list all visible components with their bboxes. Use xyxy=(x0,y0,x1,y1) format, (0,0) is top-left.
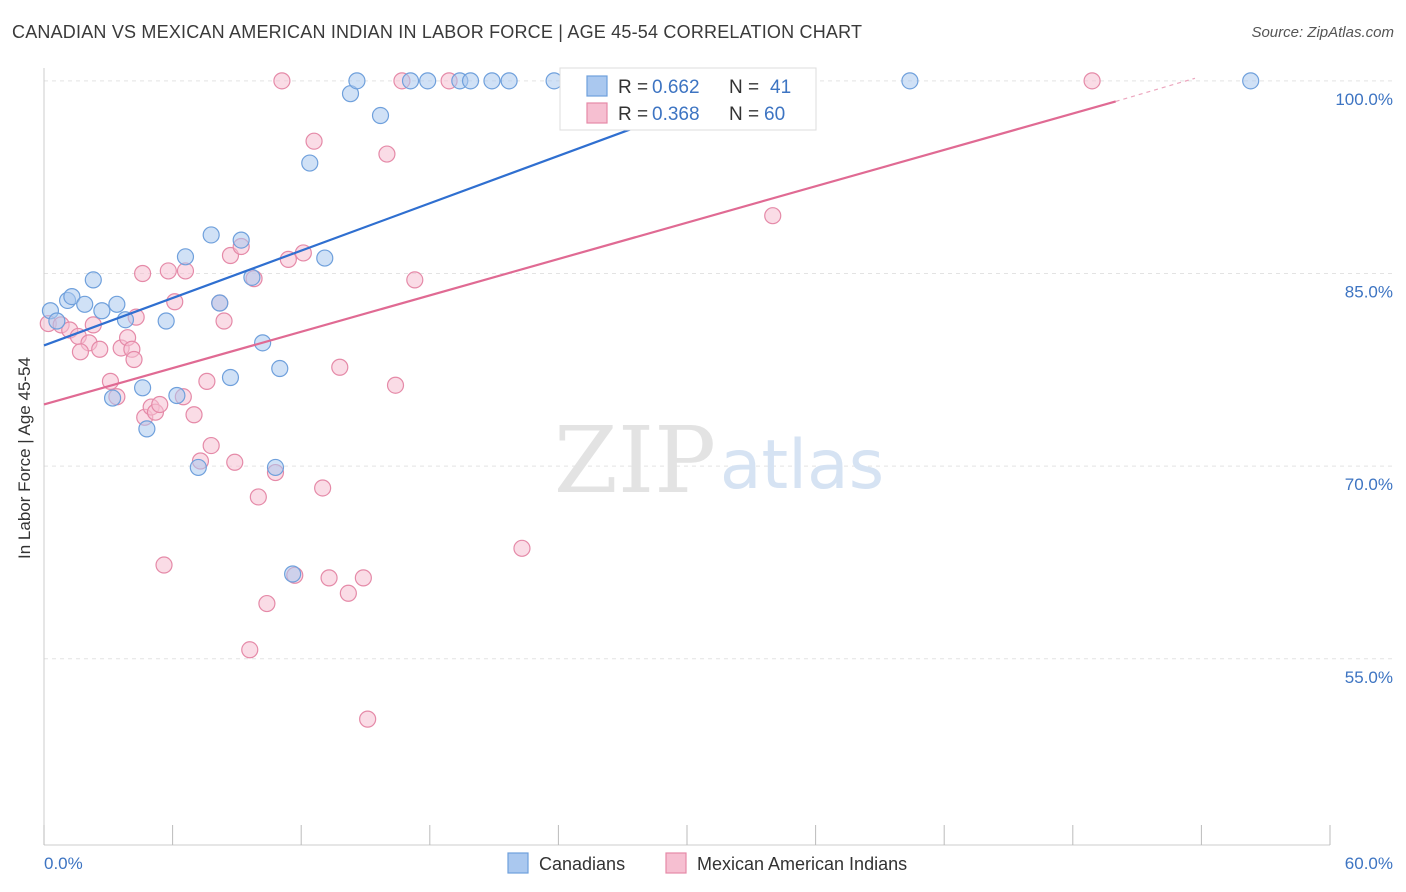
point-mexican-american-indians xyxy=(241,641,259,659)
point-mexican-american-indians xyxy=(378,145,396,163)
legend-swatch-canadians xyxy=(507,852,529,874)
source-note: Source: ZipAtlas.com xyxy=(1251,24,1394,41)
point-canadians xyxy=(500,72,518,90)
point-mexican-american-indians xyxy=(71,343,90,361)
point-mexican-american-indians xyxy=(185,406,203,424)
point-mexican-american-indians xyxy=(249,488,267,506)
point-mexican-american-indians xyxy=(320,569,338,587)
point-canadians xyxy=(284,565,302,583)
point-canadians xyxy=(189,458,207,477)
point-mexican-american-indians xyxy=(202,436,220,455)
point-canadians xyxy=(76,295,94,313)
stats-n-value: 60 xyxy=(764,104,785,125)
x-max-label: 60.0% xyxy=(1345,854,1393,873)
point-mexican-american-indians xyxy=(91,340,109,358)
y-tick-label: 85.0% xyxy=(1345,282,1393,301)
watermark-zip: ZIP xyxy=(554,407,716,514)
y-tick-label: 70.0% xyxy=(1345,475,1393,494)
point-canadians xyxy=(93,302,111,320)
gridlines xyxy=(44,80,1395,660)
axes xyxy=(43,68,1331,846)
point-canadians xyxy=(901,72,919,90)
point-canadians xyxy=(202,226,220,244)
point-mexican-american-indians xyxy=(331,358,349,376)
point-mexican-american-indians xyxy=(354,569,372,587)
point-canadians xyxy=(232,231,250,249)
stats-n-value: 41 xyxy=(770,77,791,98)
point-mexican-american-indians xyxy=(314,479,332,497)
point-canadians xyxy=(266,458,285,477)
point-canadians xyxy=(176,248,195,266)
x-min-label: 0.0% xyxy=(44,854,83,873)
point-canadians xyxy=(84,271,102,289)
series-mexican-american-indians-points xyxy=(39,72,1101,728)
point-canadians xyxy=(419,72,437,90)
chart-title: CANADIAN VS MEXICAN AMERICAN INDIAN IN L… xyxy=(12,22,863,42)
point-canadians xyxy=(48,312,66,330)
point-canadians xyxy=(401,72,420,90)
point-mexican-american-indians xyxy=(1083,72,1101,90)
point-mexican-american-indians xyxy=(406,271,424,289)
legend-label-canadians: Canadians xyxy=(539,854,625,874)
point-canadians xyxy=(371,106,390,125)
point-canadians xyxy=(168,386,186,405)
point-canadians xyxy=(157,312,175,330)
y-tick-label: 55.0% xyxy=(1345,668,1393,687)
point-canadians xyxy=(103,389,122,407)
point-mexican-american-indians xyxy=(125,350,143,369)
point-canadians xyxy=(63,288,81,306)
point-mexican-american-indians xyxy=(226,453,244,471)
stats-n-label: N = xyxy=(729,77,764,98)
point-mexican-american-indians xyxy=(386,376,405,394)
y-tick-label: 100.0% xyxy=(1335,90,1393,109)
legend-swatch-mexican-american-indians xyxy=(665,852,687,874)
point-mexican-american-indians xyxy=(258,594,276,613)
point-mexican-american-indians xyxy=(339,584,357,602)
trend-line-extension xyxy=(1115,77,1196,102)
point-canadians xyxy=(108,295,126,313)
point-mexican-american-indians xyxy=(305,132,323,150)
y-tick-labels: 100.0% 85.0% 70.0% 55.0% xyxy=(1335,90,1393,687)
stats-legend: R = 0.662 N = 41 R = 0.368 N = 60 xyxy=(559,67,817,131)
legend-label-mexican-american-indians: Mexican American Indians xyxy=(697,854,907,874)
stats-row-mexican-american-indians: R = 0.368 N = 60 xyxy=(618,104,785,125)
y-axis-label: In Labor Force | Age 45-54 xyxy=(15,357,34,559)
point-mexican-american-indians xyxy=(359,710,377,728)
stats-r-value: 0.368 xyxy=(652,104,700,125)
point-mexican-american-indians xyxy=(273,72,291,90)
point-canadians xyxy=(138,420,156,438)
point-mexican-american-indians xyxy=(198,372,216,390)
point-canadians xyxy=(316,249,334,267)
point-mexican-american-indians xyxy=(764,207,782,225)
stats-swatch-mexican-american-indians xyxy=(586,102,608,124)
point-mexican-american-indians xyxy=(215,312,233,330)
point-canadians xyxy=(1242,72,1260,90)
point-canadians xyxy=(221,368,240,387)
series-legend: Canadians Mexican American Indians xyxy=(507,852,907,874)
stats-r-label: R = xyxy=(618,77,653,98)
watermark-atlas: atlas xyxy=(720,426,884,505)
point-canadians xyxy=(133,379,152,397)
point-canadians xyxy=(483,72,501,90)
stats-swatch-canadians xyxy=(586,75,608,97)
point-canadians xyxy=(211,294,229,312)
stats-r-value: 0.662 xyxy=(652,77,700,98)
point-mexican-american-indians xyxy=(159,262,177,280)
stats-n-label: N = xyxy=(729,104,764,125)
point-mexican-american-indians xyxy=(151,395,169,414)
point-canadians xyxy=(348,72,366,90)
point-mexican-american-indians xyxy=(513,539,531,557)
point-canadians xyxy=(461,72,480,90)
trend-line-mexican-american-indians xyxy=(43,100,1116,406)
point-canadians xyxy=(271,359,289,378)
stats-r-label: R = xyxy=(618,104,653,125)
point-canadians xyxy=(301,154,319,172)
point-mexican-american-indians xyxy=(155,556,173,574)
stats-row-canadians: R = 0.662 N = 41 xyxy=(618,77,791,98)
point-mexican-american-indians xyxy=(133,264,152,283)
